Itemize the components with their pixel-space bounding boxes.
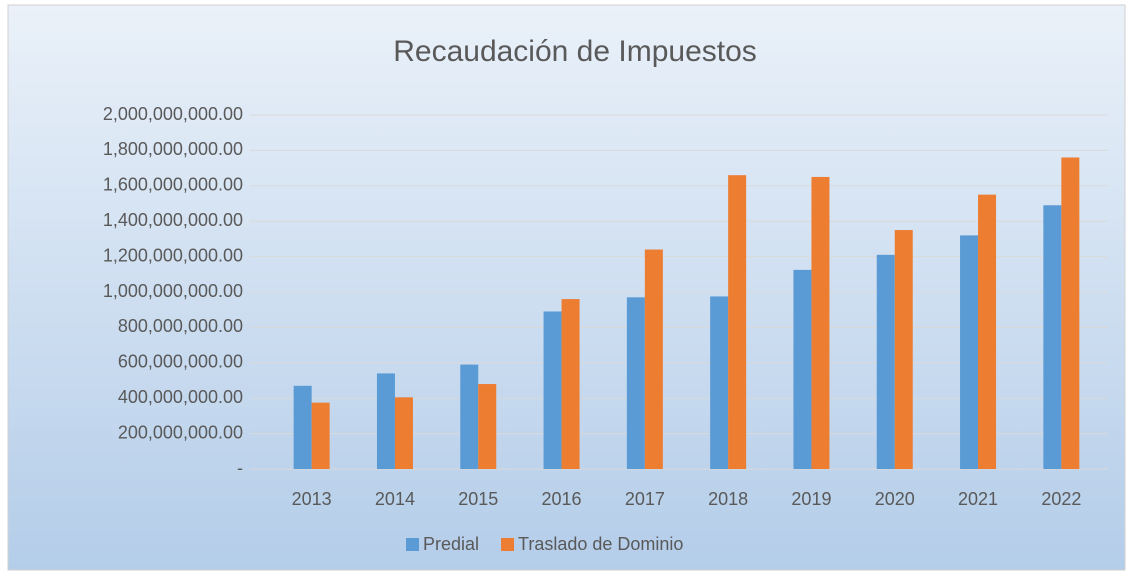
- bar: [710, 296, 729, 469]
- bar: [311, 402, 330, 469]
- y-tick-label: 1,800,000,000.00: [103, 139, 243, 159]
- bar: [644, 249, 663, 469]
- x-tick-label: 2022: [1041, 489, 1081, 509]
- bar: [478, 384, 497, 469]
- legend-swatch: [501, 538, 515, 551]
- x-tick-label: 2013: [292, 489, 332, 509]
- y-tick-label: -: [237, 458, 243, 478]
- y-tick-label: 2,000,000,000.00: [103, 104, 243, 124]
- y-tick-label: 1,400,000,000.00: [103, 210, 243, 230]
- x-tick-label: 2020: [875, 489, 915, 509]
- legend-label: Traslado de Dominio: [518, 534, 683, 554]
- bar: [793, 269, 812, 469]
- legend-swatch: [406, 538, 419, 551]
- chart-title: Recaudación de Impuestos: [393, 35, 757, 68]
- x-tick-label: 2017: [625, 489, 665, 509]
- y-tick-label: 400,000,000.00: [118, 387, 243, 407]
- bar: [626, 297, 645, 469]
- bar: [960, 235, 979, 469]
- bar: [460, 364, 479, 469]
- x-tick-label: 2019: [791, 489, 831, 509]
- bar: [376, 373, 395, 469]
- bar: [978, 194, 997, 469]
- x-tick-label: 2014: [375, 489, 415, 509]
- y-tick-label: 600,000,000.00: [118, 352, 243, 372]
- x-tick-label: 2015: [458, 489, 498, 509]
- bar: [1061, 157, 1080, 470]
- bar: [728, 175, 747, 469]
- y-tick-label: 1,200,000,000.00: [103, 245, 243, 265]
- y-tick-label: 1,600,000,000.00: [103, 175, 243, 195]
- x-tick-label: 2018: [708, 489, 748, 509]
- bar: [293, 385, 312, 469]
- bar: [894, 230, 913, 469]
- bar: [811, 176, 830, 469]
- bar: [543, 311, 562, 469]
- bar: [876, 254, 895, 469]
- bar: [394, 397, 413, 469]
- bar: [561, 299, 580, 469]
- legend-label: Predial: [423, 534, 479, 554]
- x-tick-label: 2016: [542, 489, 582, 509]
- y-tick-label: 200,000,000.00: [118, 422, 243, 442]
- x-tick-label: 2021: [958, 489, 998, 509]
- y-tick-label: 800,000,000.00: [118, 316, 243, 336]
- bar: [1043, 205, 1062, 469]
- y-tick-label: 1,000,000,000.00: [103, 281, 243, 301]
- chart-area: [7, 4, 1126, 571]
